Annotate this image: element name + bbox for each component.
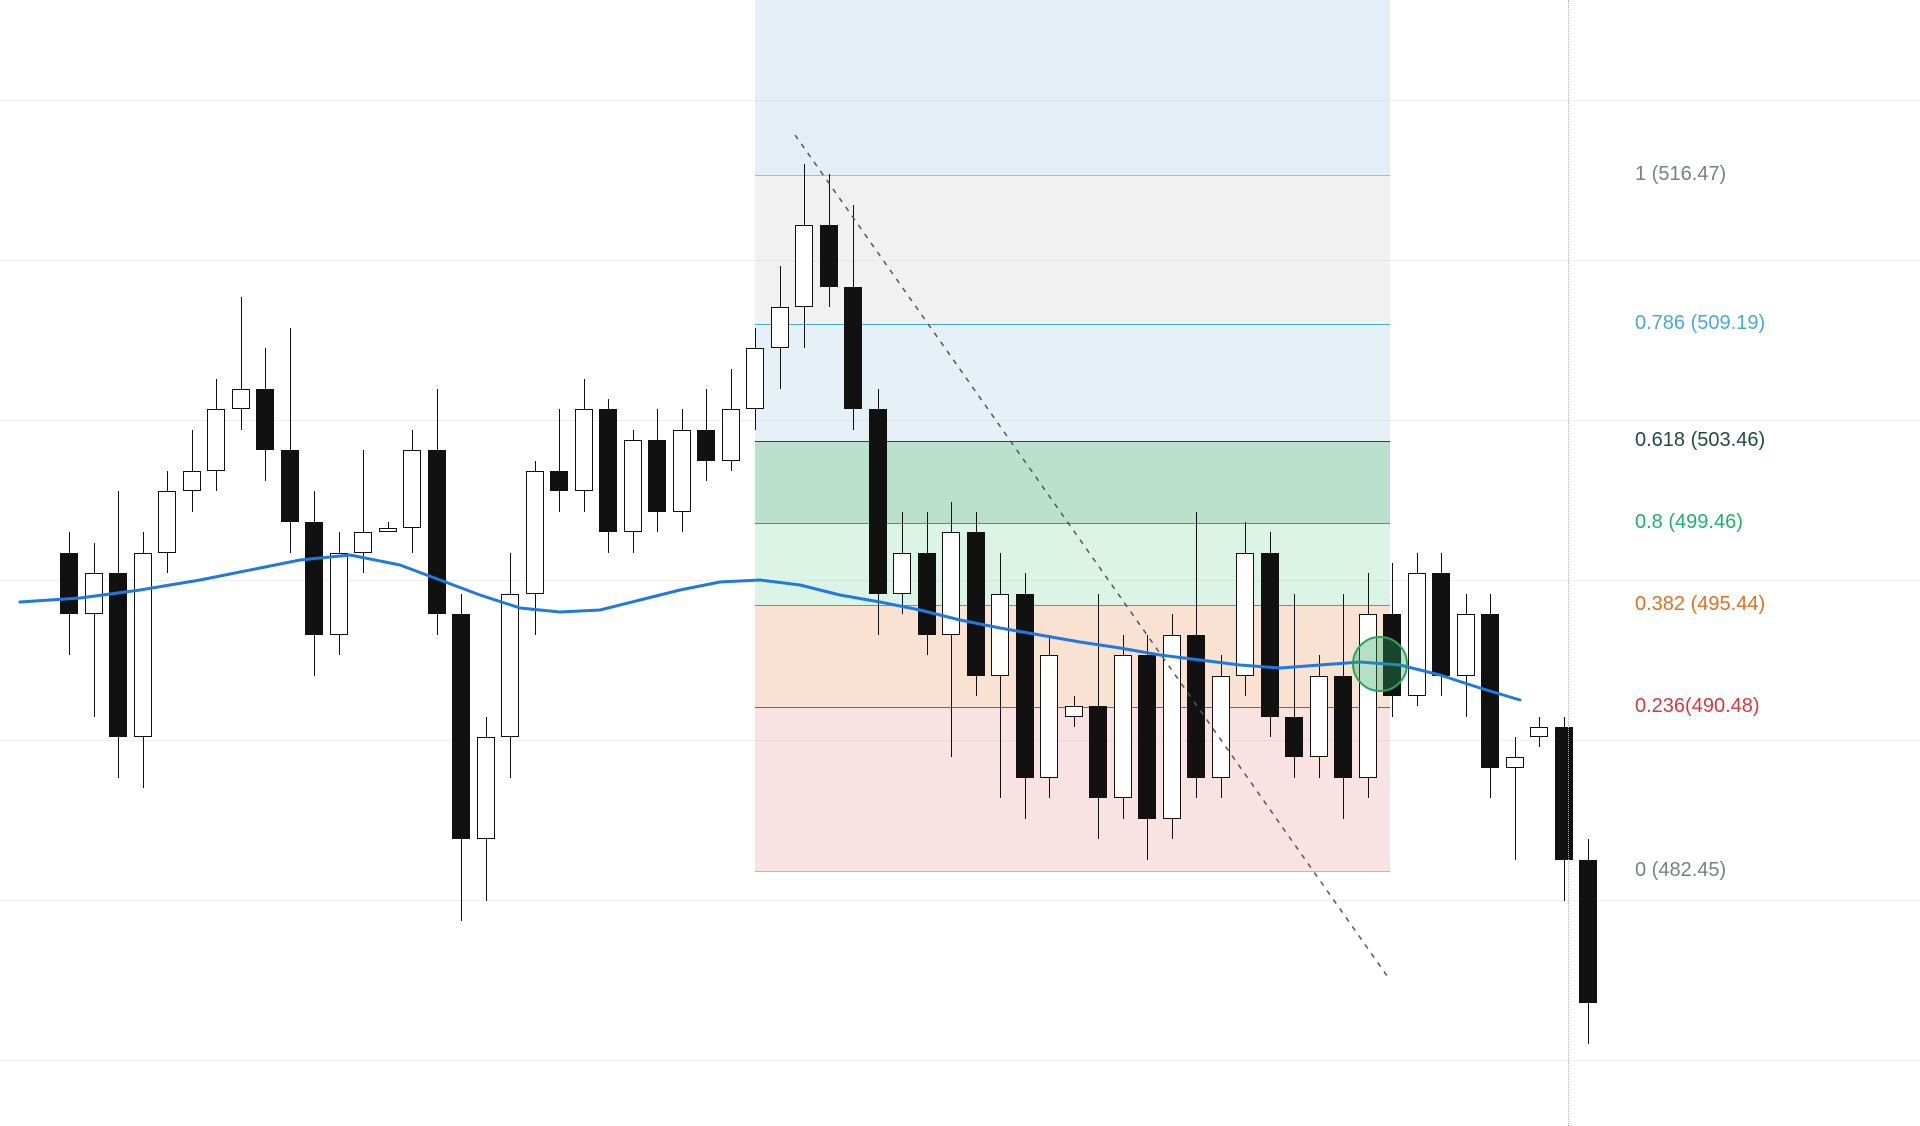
candle-up <box>673 430 691 512</box>
candle-up <box>1212 676 1230 778</box>
grid-line <box>0 1060 1920 1061</box>
candle-up <box>942 532 960 634</box>
crosshair-vertical <box>1568 0 1569 1126</box>
candle-down <box>820 225 838 286</box>
fib-zone <box>755 441 1390 523</box>
candle-down <box>967 532 985 675</box>
candle-down <box>1334 676 1352 778</box>
fib-level-label: 0.8 (499.46) <box>1635 511 1743 534</box>
candle-up <box>134 553 152 737</box>
candle-up <box>232 389 250 409</box>
candle-up <box>575 409 593 491</box>
candle-down <box>256 389 274 450</box>
highlight-circle <box>1352 636 1408 692</box>
fib-level-label: 1 (516.47) <box>1635 163 1726 186</box>
candle-wick <box>1515 737 1516 860</box>
candle-up <box>893 553 911 594</box>
candle-up <box>624 440 642 532</box>
grid-line <box>0 900 1920 901</box>
candle-up <box>1506 757 1524 767</box>
candle-down <box>452 614 470 839</box>
candle-down <box>60 553 78 614</box>
candle-up <box>183 471 201 491</box>
candle-up <box>330 553 348 635</box>
candle-wick <box>363 450 364 573</box>
candle-up <box>1408 573 1426 696</box>
candle-up <box>1530 727 1548 737</box>
candle-up <box>526 471 544 594</box>
candle-up <box>379 528 397 532</box>
candlestick-chart[interactable]: 1 (516.47) 0.786 (509.19) 0.618 (503.46) 0.… <box>0 0 1920 1126</box>
candle-up <box>354 532 372 552</box>
fib-level-label: 0 (482.45) <box>1635 859 1726 882</box>
candle-down <box>1285 717 1303 758</box>
candle-down <box>918 553 936 635</box>
candle-up <box>722 409 740 460</box>
candle-up <box>403 450 421 528</box>
fib-level-line <box>755 175 1390 176</box>
candle-up <box>477 737 495 839</box>
candle-down <box>305 522 323 635</box>
candle-down <box>1579 860 1597 1003</box>
candle-up <box>1163 635 1181 819</box>
candle-down <box>697 430 715 461</box>
fib-level-label: 0.382 (495.44) <box>1635 593 1765 616</box>
fib-level-label: 0.236(490.48) <box>1635 695 1760 718</box>
candle-down <box>1481 614 1499 768</box>
candle-down <box>550 471 568 491</box>
candle-down <box>1555 727 1573 860</box>
candle-up <box>1040 655 1058 778</box>
candle-up <box>1065 706 1083 716</box>
candle-down <box>281 450 299 522</box>
candle-down <box>648 440 666 512</box>
candle-wick <box>94 543 95 717</box>
candle-up <box>85 573 103 614</box>
candle-up <box>1114 655 1132 798</box>
candle-up <box>991 594 1009 676</box>
fib-level-line <box>755 871 1390 872</box>
candle-down <box>1089 706 1107 798</box>
fib-level-line <box>755 441 1390 442</box>
candle-down <box>1432 573 1450 675</box>
candle-up <box>771 307 789 348</box>
candle-down <box>428 450 446 614</box>
fib-level-line <box>755 523 1390 524</box>
candle-up <box>207 409 225 470</box>
candle-wick <box>241 297 242 430</box>
fib-level-label: 0.618 (503.46) <box>1635 429 1765 452</box>
candle-down <box>869 409 887 593</box>
candle-up <box>746 348 764 409</box>
candle-up <box>501 594 519 737</box>
candle-down <box>1261 553 1279 717</box>
candle-up <box>158 491 176 552</box>
candle-up <box>1457 614 1475 675</box>
candle-down <box>1138 655 1156 819</box>
candle-down <box>844 287 862 410</box>
candle-down <box>109 573 127 737</box>
candle-down <box>1187 635 1205 778</box>
fib-zone <box>755 0 1390 175</box>
candle-down <box>599 409 617 532</box>
candle-wick <box>559 409 560 511</box>
candle-up <box>1310 676 1328 758</box>
candle-up <box>795 225 813 307</box>
candle-up <box>1236 553 1254 676</box>
candle-down <box>1016 594 1034 778</box>
fib-level-label: 0.786 (509.19) <box>1635 312 1765 335</box>
